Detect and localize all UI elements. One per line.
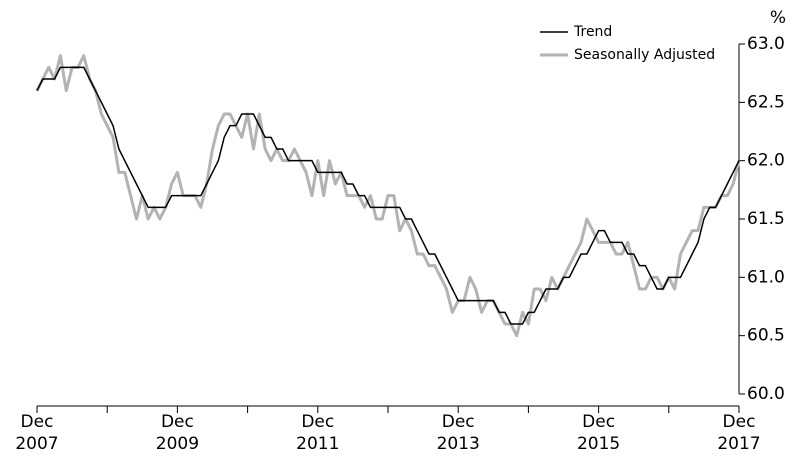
x-tick-label: 2007	[15, 434, 58, 454]
y-tick-label: 61.5	[747, 209, 785, 229]
y-tick-label: 62.0	[747, 151, 785, 171]
x-tick-label: 2017	[717, 434, 760, 454]
legend-label: Seasonally Adjusted	[574, 47, 715, 63]
y-tick-label: 60.5	[747, 326, 785, 346]
y-tick-label: 61.0	[747, 267, 785, 287]
x-tick-label: Dec	[442, 412, 475, 432]
series-line	[36, 66, 740, 325]
y-tick-label: 60.0	[747, 384, 785, 404]
y-tick-label: 63.0	[747, 34, 785, 54]
legend-label: Trend	[573, 24, 612, 40]
x-tick-label: 2011	[296, 434, 339, 454]
y-unit: %	[770, 8, 786, 28]
x-tick-label: 2013	[437, 434, 480, 454]
x-tick-label: Dec	[21, 412, 54, 432]
x-tick-label: Dec	[723, 412, 756, 432]
x-tick-label: Dec	[161, 412, 194, 432]
x-tick-label: 2009	[156, 434, 199, 454]
x-tick-label: Dec	[301, 412, 334, 432]
y-tick-label: 62.5	[747, 92, 785, 112]
x-tick-label: Dec	[582, 412, 615, 432]
x-tick-label: 2015	[577, 434, 620, 454]
